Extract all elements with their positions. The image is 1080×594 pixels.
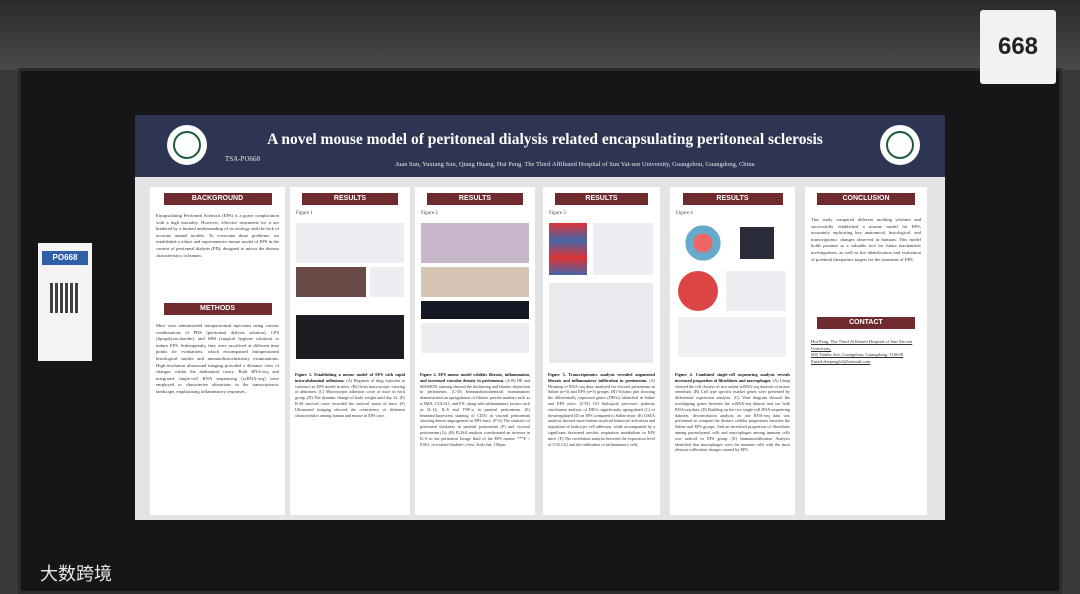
- side-card: PO668: [38, 243, 92, 361]
- poster-header: A novel mouse model of peritoneal dialys…: [135, 115, 945, 177]
- section-text: This study compared different molding sc…: [811, 217, 921, 262]
- section-heading: RESULTS: [427, 193, 523, 205]
- figure-panel: [421, 301, 529, 319]
- figure-label: Figure 3: [549, 211, 566, 216]
- caption-title: Figure 1. Establishing a mouse model of …: [295, 372, 405, 383]
- section-text: Encapsulating Peritoneal Sclerosis (EPS)…: [156, 213, 279, 258]
- caption-title: Figure 4. Combined single-cell sequencin…: [675, 372, 790, 383]
- section-text: Mice were administered intraperitoneal i…: [156, 323, 279, 394]
- contact-lines: Hui Peng, The Third Affiliated Hospital …: [811, 339, 921, 365]
- caption-text: (A) Regimen of drug injection to constru…: [295, 377, 406, 418]
- figure-caption: Figure 2. EPS mouse model exhibits fibro…: [420, 372, 530, 447]
- figure-label: Figure 4: [676, 211, 693, 216]
- authors: Juan Sun, Yuxiang Sun, Qiang Huang, Hui …: [395, 161, 755, 168]
- figure-panel: [296, 267, 366, 297]
- figure-panel: [421, 267, 529, 297]
- poster: A novel mouse model of peritoneal dialys…: [135, 115, 945, 520]
- section-heading: CONCLUSION: [817, 193, 915, 205]
- section-heading: RESULTS: [682, 193, 783, 205]
- figure-panel: [678, 223, 728, 263]
- logo: [167, 125, 207, 165]
- column: RESULTS Figure 4 Figure 4. Combined sing…: [670, 187, 795, 515]
- figure-panel: [740, 227, 774, 259]
- contact-line: Email:zhzpengh1@hotmail.com: [811, 358, 871, 364]
- section-heading: CONTACT: [817, 317, 915, 329]
- logo: [880, 125, 920, 165]
- figure-caption: Figure 4. Combined single-cell sequencin…: [675, 372, 790, 453]
- ceiling: [0, 0, 1080, 70]
- figure-label: Figure 1: [296, 211, 313, 216]
- figure-label: Figure 2: [421, 211, 438, 216]
- caption-text: (A-B) HE and MASSON staining showed the …: [420, 377, 530, 447]
- figure-panel: [370, 267, 404, 297]
- caption-title: Figure 3. Transcriptomics analysis revea…: [548, 372, 655, 383]
- figure-panel: [593, 223, 653, 275]
- figure-panel: [296, 315, 404, 359]
- figure-panel: [421, 223, 529, 263]
- column: RESULTS Figure 3 Figure 3. Transcriptomi…: [543, 187, 660, 515]
- figure-panel: [678, 317, 786, 357]
- column: RESULTS Figure 2 Figure 2. EPS mouse mod…: [415, 187, 535, 515]
- figure-panel: [678, 271, 718, 311]
- figure-panel: [726, 271, 786, 311]
- poster-title: A novel mouse model of peritoneal dialys…: [267, 131, 823, 148]
- figure-panel: [296, 223, 404, 263]
- card-code: PO668: [42, 251, 88, 265]
- caption-text: (A) Heatmap of RNA-seq data, analyzed fo…: [548, 377, 656, 447]
- section-heading: BACKGROUND: [163, 193, 272, 205]
- column: RESULTS Figure 1 Figure 1. Establishing …: [290, 187, 410, 515]
- contact-line: Hui Peng, The Third Affiliated Hospital …: [811, 339, 913, 351]
- figure-caption: Figure 3. Transcriptomics analysis revea…: [548, 372, 655, 447]
- column: CONCLUSION This study compared different…: [805, 187, 927, 515]
- section-heading: METHODS: [163, 303, 272, 315]
- figure-caption: Figure 1. Establishing a mouse model of …: [295, 372, 405, 418]
- figure-panel: [549, 223, 587, 275]
- section-heading: RESULTS: [302, 193, 398, 205]
- figure-panel: [549, 283, 653, 363]
- contact-line: 600 Tianhe Ave, Guangzhou, Guangdong, 51…: [811, 352, 904, 358]
- column: BACKGROUND Encapsulating Peritoneal Scle…: [150, 187, 285, 515]
- section-heading: RESULTS: [554, 193, 649, 205]
- qr-code: [50, 283, 80, 313]
- poster-code: TSA-PO668: [225, 155, 261, 163]
- figure-panel: [421, 323, 529, 353]
- caption-text: (A) Umap showed the cell clusters of two…: [675, 377, 790, 453]
- booth-number: 668: [980, 10, 1056, 84]
- watermark: 大数跨境: [40, 564, 112, 585]
- caption-title: Figure 2. EPS mouse model exhibits fibro…: [420, 372, 530, 383]
